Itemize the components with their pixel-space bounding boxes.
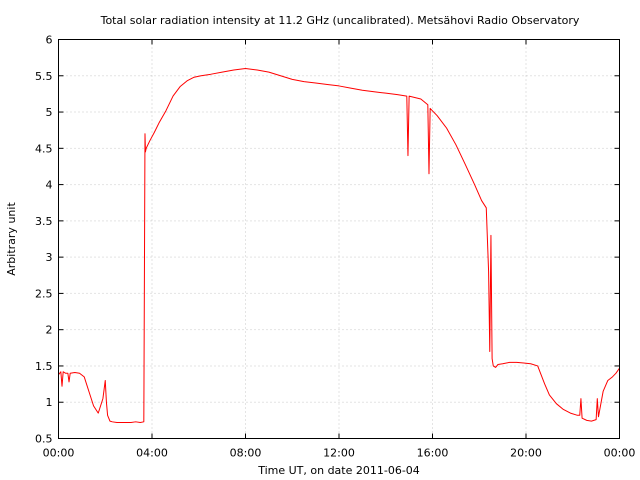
y-tick-label: 5.5: [35, 70, 53, 83]
x-tick-label: 00:00: [43, 447, 75, 460]
x-tick-label: 04:00: [136, 447, 168, 460]
y-tick-label: 1.5: [35, 360, 53, 373]
x-tick-label: 20:00: [510, 447, 542, 460]
y-tick-label: 6: [46, 34, 53, 47]
y-axis-title: Arbitrary unit: [5, 202, 18, 276]
x-tick-label: 16:00: [417, 447, 449, 460]
x-tick-label: 12:00: [323, 447, 355, 460]
y-tick-label: 4: [46, 179, 53, 192]
plot-frame: [58, 39, 620, 439]
x-tick-label: 08:00: [230, 447, 262, 460]
y-tick-label: 3.5: [35, 215, 53, 228]
x-tick-label: 00:00: [604, 447, 636, 460]
y-tick-label: 2: [46, 324, 53, 337]
series-layer: [58, 68, 620, 424]
y-tick-label: 2.5: [35, 287, 53, 300]
y-tick-label: 5: [46, 106, 53, 119]
series-line: [58, 68, 620, 424]
y-tick-label: 1: [46, 396, 53, 409]
grid-layer: [58, 39, 620, 439]
tick-layer: 0.5 1 1.5 2 2.5 3 3.5 4 4.5 5 5.5 6 00:00 04:00 08:00 1…: [35, 34, 635, 460]
y-tick-label: 4.5: [35, 142, 53, 155]
y-tick-label: 3: [46, 251, 53, 264]
y-tick-label: 0.5: [35, 433, 53, 446]
chart-title: Total solar radiation intensity at 11.2 …: [100, 14, 580, 27]
x-axis-title: Time UT, on date 2011-06-04: [257, 464, 420, 477]
